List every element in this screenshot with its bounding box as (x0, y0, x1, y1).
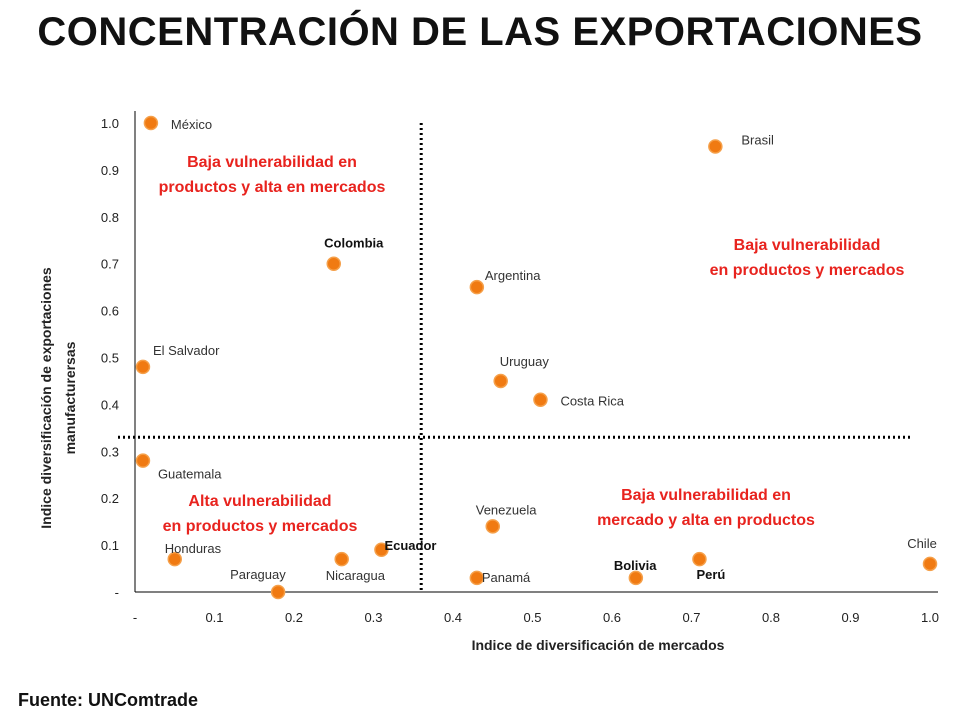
point-label: Argentina (485, 268, 541, 283)
y-tick-label: 0.4 (101, 397, 119, 412)
y-tick-label: 0.7 (101, 257, 119, 272)
x-tick-label: 0.8 (762, 610, 780, 625)
x-tick-label: 0.4 (444, 610, 462, 625)
quadrant-annotations: Baja vulnerabilidad en productos y alta e… (159, 154, 905, 535)
point-label: Costa Rica (560, 394, 624, 409)
point-label: Paraguay (230, 567, 286, 582)
x-tick-label: 0.7 (682, 610, 700, 625)
data-point-marker (135, 453, 151, 468)
x-tick-label: 0.6 (603, 610, 621, 625)
y-tick-label: 0.2 (101, 491, 119, 506)
y-tick-label: 0.6 (101, 304, 119, 319)
data-point-marker (135, 359, 151, 375)
data-point-marker (493, 373, 508, 389)
y-tick-label: - (115, 585, 119, 600)
slide-title: CONCENTRACIÓN DE LAS EXPORTACIONES (37, 10, 923, 54)
axes (134, 111, 938, 593)
quadrant-annotation-line: productos y alta en mercados (159, 179, 386, 196)
data-point-marker (922, 556, 938, 572)
data-point-marker (167, 551, 182, 567)
data-point-marker (334, 551, 349, 567)
point-labels: México Brasil Colombia Argentina El Salvador… (153, 117, 937, 585)
data-point-marker (469, 570, 485, 586)
y-axis-title-line2: manufacturersas (62, 341, 78, 454)
data-point-marker (143, 115, 159, 131)
quadrant-annotation-line: Baja vulnerabilidad (734, 237, 881, 254)
y-tick-label: 1.0 (101, 116, 119, 131)
point-label: Chile (907, 536, 937, 551)
point-label: El Salvador (153, 343, 220, 358)
data-point-marker (708, 139, 723, 154)
data-point-marker (628, 570, 644, 586)
x-tick-label: - (133, 610, 137, 625)
y-tick-label: 0.8 (101, 210, 119, 225)
data-point-marker (485, 519, 500, 534)
point-label: Guatemala (158, 467, 222, 482)
x-tick-label: 1.0 (921, 610, 939, 625)
quadrant-annotation-line: en productos y mercados (163, 518, 358, 535)
x-tick-label: 0.1 (205, 610, 223, 625)
point-label: Nicaragua (326, 568, 386, 583)
y-tick-label: 0.1 (101, 538, 119, 553)
point-label: Colombia (324, 236, 384, 251)
axis-titles: Indice de diversificación de mercados Ind… (38, 267, 725, 653)
data-point-marker (270, 584, 286, 600)
tick-labels: - 0.1 0.2 0.3 0.4 0.5 0.6 0.7 0.8 0.9 1.0 - 0.1 0.2 0.… (101, 116, 939, 625)
x-tick-label: 0.2 (285, 610, 303, 625)
point-label: Honduras (165, 541, 222, 556)
data-point-marker (326, 256, 341, 271)
point-label: México (171, 117, 212, 132)
x-tick-label: 0.3 (364, 610, 382, 625)
y-axis-title-line1: Indice diversificación de exportaciones (38, 267, 54, 529)
source-note: Fuente: UNComtrade (18, 690, 199, 710)
quadrant-annotation-line: mercado y alta en productos (597, 512, 815, 529)
quadrant-annotation-line: Baja vulnerabilidad en (621, 487, 791, 504)
data-point-marker (692, 551, 707, 567)
data-point-marker (533, 392, 548, 407)
point-label: Venezuela (476, 502, 537, 517)
data-points (135, 115, 938, 600)
scatter-chart: - 0.1 0.2 0.3 0.4 0.5 0.6 0.7 0.8 0.9 1.0 - 0.1 0.2 0.… (38, 111, 939, 653)
y-tick-label: 0.3 (101, 444, 119, 459)
threshold-lines (118, 123, 910, 592)
x-tick-label: 0.9 (841, 610, 859, 625)
data-point-marker (469, 279, 485, 295)
quadrant-annotation-line: Baja vulnerabilidad en (187, 154, 357, 171)
point-label: Perú (696, 567, 725, 582)
point-label: Ecuador (384, 538, 436, 553)
point-label: Panamá (482, 570, 531, 585)
x-axis-title: Indice de diversificación de mercados (472, 637, 725, 653)
point-label: Uruguay (500, 354, 550, 369)
quadrant-annotation-line: en productos y mercados (710, 262, 905, 279)
point-label: Bolivia (614, 558, 657, 573)
point-label: Brasil (741, 132, 774, 147)
quadrant-annotation-line: Alta vulnerabilidad (188, 493, 331, 510)
x-tick-label: 0.5 (523, 610, 541, 625)
data-point-marker (374, 542, 389, 558)
y-tick-label: 0.5 (101, 351, 119, 366)
y-tick-label: 0.9 (101, 163, 119, 178)
